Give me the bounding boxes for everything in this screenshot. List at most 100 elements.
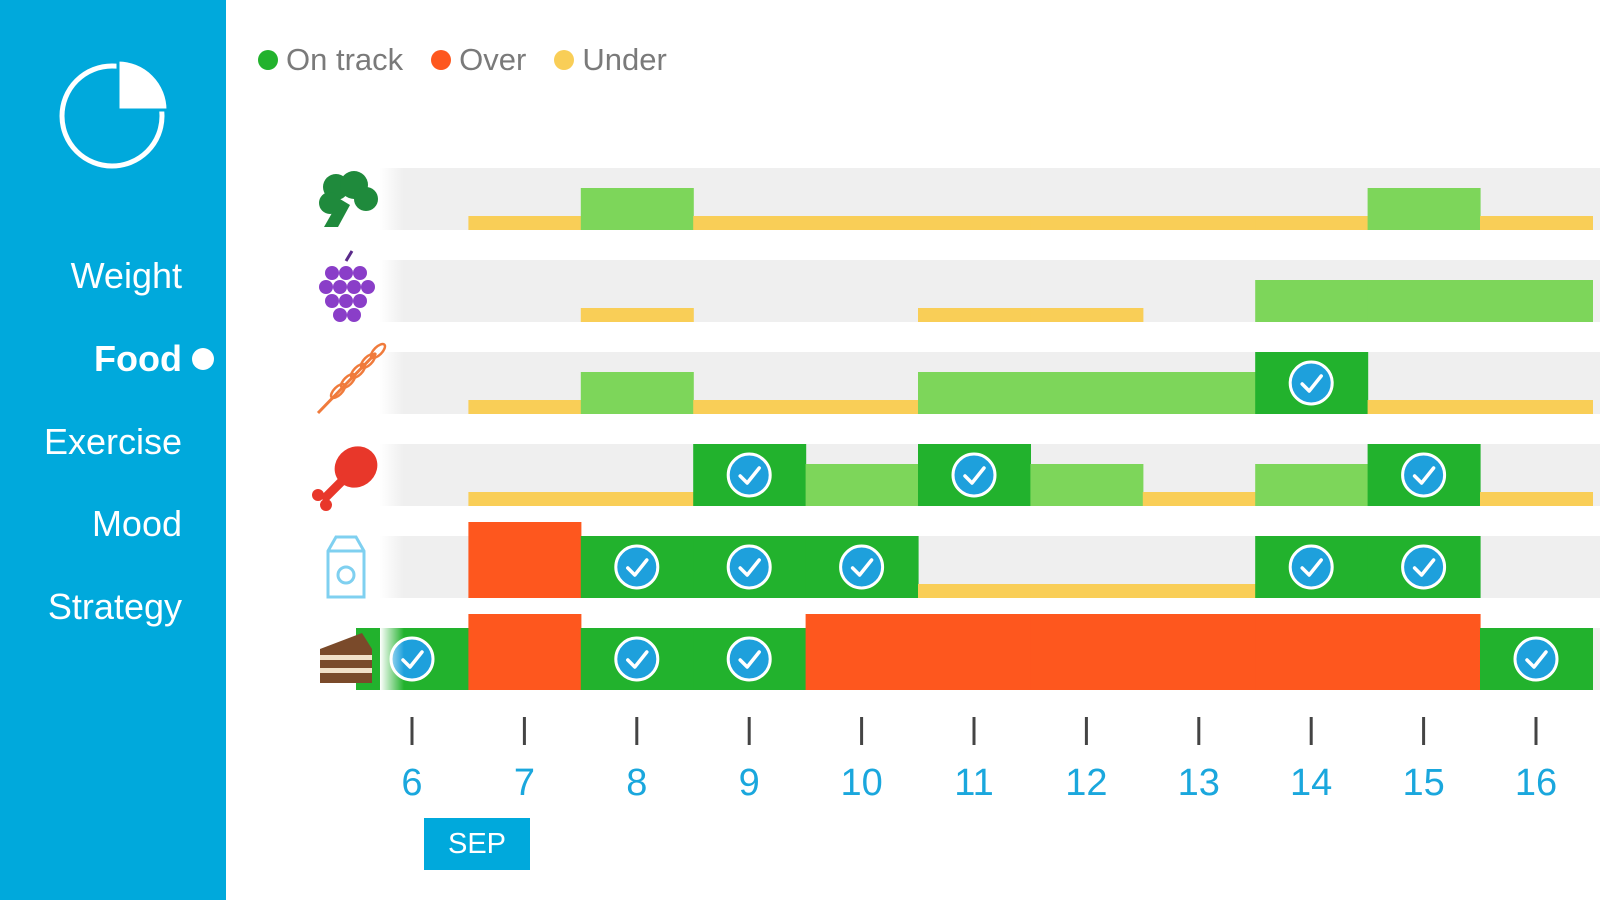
chart-legend: On track Over Under xyxy=(258,40,667,80)
bar-row4-day11 xyxy=(918,584,1031,598)
bar-row2-day7 xyxy=(468,400,582,414)
check-icon xyxy=(1401,452,1447,498)
check-icon-mark xyxy=(1412,558,1436,577)
bar-row0-day9 xyxy=(693,216,807,230)
check-icon xyxy=(614,636,660,682)
bar-row1-day12 xyxy=(1030,308,1144,322)
nav-item-mood[interactable]: Mood xyxy=(91,503,182,544)
wheat-icon xyxy=(316,342,387,415)
axis-label-14: 14 xyxy=(1290,762,1332,804)
nav-item-exercise[interactable]: Exercise xyxy=(43,421,182,462)
bar-row1-day15 xyxy=(1367,280,1481,322)
legend-dot-under xyxy=(554,50,575,70)
check-icon xyxy=(726,636,772,682)
check-icon-mark xyxy=(1525,650,1548,669)
legend-item-over: Over xyxy=(431,42,526,78)
check-icon-mark xyxy=(850,558,874,577)
bar-row3-day14 xyxy=(1255,464,1369,506)
nav-item-weight[interactable]: Weight xyxy=(70,255,182,296)
row-fade-4 xyxy=(380,520,404,614)
bar-row5-day14 xyxy=(1255,614,1369,690)
bar-row0-day16 xyxy=(1480,216,1593,230)
bar-row3-day8 xyxy=(580,492,694,506)
bar-row2-day11 xyxy=(918,372,1031,414)
row-fade-1 xyxy=(380,244,404,338)
axis-label-7: 7 xyxy=(514,762,535,804)
bar-row2-day10 xyxy=(805,400,919,414)
axis-label-8: 8 xyxy=(626,762,647,804)
axis-label-15: 15 xyxy=(1402,762,1444,804)
bar-row0-day11 xyxy=(918,216,1031,230)
bar-row2-day12 xyxy=(1030,372,1144,414)
bar-row5-day12 xyxy=(1030,614,1144,690)
check-icon-mark xyxy=(738,650,761,669)
bar-row4-day13 xyxy=(1142,584,1256,598)
milk-carton-icon xyxy=(326,535,366,599)
check-icon xyxy=(1513,636,1559,682)
bar-row5-day15 xyxy=(1367,614,1481,690)
row-fade-5 xyxy=(380,612,404,706)
bar-row0-day10 xyxy=(805,216,919,230)
month-badge[interactable]: SEP xyxy=(424,818,530,870)
pie-chart-icon[interactable] xyxy=(58,58,170,170)
axis-label-9: 9 xyxy=(739,762,760,804)
axis-label-13: 13 xyxy=(1178,762,1220,804)
legend-label-under: Under xyxy=(582,42,667,77)
legend-item-under: Under xyxy=(554,42,667,78)
bar-row1-day16 xyxy=(1480,280,1593,322)
bar-row0-day13 xyxy=(1142,216,1256,230)
row-fade-0 xyxy=(380,152,404,246)
check-icon-mark xyxy=(738,558,761,577)
bar-row3-day16 xyxy=(1480,492,1593,506)
axis-label-6: 6 xyxy=(401,762,422,804)
axis-label-11: 11 xyxy=(954,762,993,804)
bar-row1-day8 xyxy=(580,308,694,322)
check-icon xyxy=(614,544,660,590)
check-icon-mark xyxy=(626,558,649,577)
bar-row5-day7 xyxy=(468,614,582,690)
bar-row4-day12 xyxy=(1030,584,1144,598)
axis-label-16: 16 xyxy=(1515,762,1557,804)
axis-label-10: 10 xyxy=(840,762,882,804)
bar-row0-day8 xyxy=(580,188,694,230)
broccoli-icon xyxy=(319,171,378,227)
active-indicator-dot xyxy=(192,348,214,370)
bar-row0-day7 xyxy=(468,216,582,230)
bar-row5-day10 xyxy=(805,614,919,690)
check-icon xyxy=(1288,360,1334,406)
bar-row3-day7 xyxy=(468,492,582,506)
check-icon xyxy=(1401,544,1447,590)
bar-row3-day10 xyxy=(805,464,919,506)
check-icon xyxy=(951,452,997,498)
bar-row2-day15 xyxy=(1367,400,1481,414)
cake-icon xyxy=(320,633,372,683)
nav-item-strategy[interactable]: Strategy xyxy=(47,586,182,627)
sidebar: Weight Food Exercise Mood Strategy xyxy=(0,0,226,900)
check-icon-mark xyxy=(738,466,761,485)
bar-row5-day13 xyxy=(1142,614,1256,690)
bar-row1-day11 xyxy=(918,308,1031,322)
chicken-leg-icon xyxy=(312,446,378,511)
axis-label-12: 12 xyxy=(1065,762,1107,804)
bar-row0-day15 xyxy=(1367,188,1481,230)
legend-dot-on-track xyxy=(258,50,278,70)
check-icon xyxy=(726,544,772,590)
check-icon xyxy=(1288,544,1334,590)
bar-row2-day9 xyxy=(693,400,807,414)
legend-label-on-track: On track xyxy=(286,42,404,77)
check-icon xyxy=(726,452,772,498)
bar-row3-day13 xyxy=(1142,492,1256,506)
nav-item-food[interactable]: Food xyxy=(94,338,182,379)
check-icon-mark xyxy=(963,466,986,485)
bar-row4-day7 xyxy=(468,522,582,598)
row-fade-3 xyxy=(380,428,404,522)
legend-dot-over xyxy=(431,50,452,70)
bar-row5-day11 xyxy=(918,614,1031,690)
legend-item-on-track: On track xyxy=(258,42,403,78)
check-icon-mark xyxy=(401,650,424,669)
check-icon-mark xyxy=(626,650,649,669)
bar-row0-day14 xyxy=(1255,216,1369,230)
legend-label-over: Over xyxy=(459,42,527,77)
bar-row2-day13 xyxy=(1142,372,1256,414)
